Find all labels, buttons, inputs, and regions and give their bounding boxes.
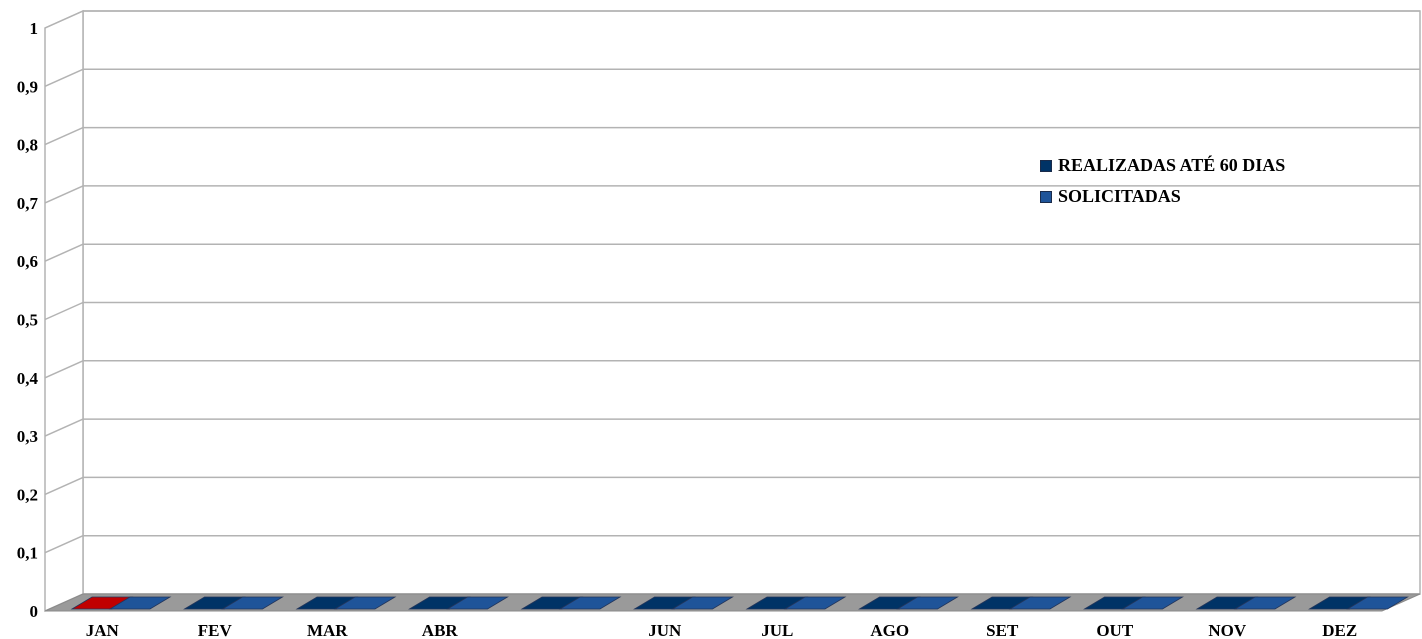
bar-solicitadas — [333, 596, 397, 610]
x-tick-label: FEV — [198, 621, 233, 639]
side-gridline — [44, 68, 84, 87]
gridlines — [44, 10, 1420, 612]
side-gridline — [44, 243, 84, 262]
y-tick-label: 1 — [30, 19, 39, 38]
y-tick-label: 0,4 — [17, 369, 39, 388]
y-tick-label: 0,5 — [17, 311, 38, 330]
legend-item-solicitadas: SOLICITADAS — [1040, 181, 1285, 212]
side-gridline — [44, 418, 84, 437]
bars — [70, 596, 1409, 610]
bar-solicitadas — [783, 596, 847, 610]
legend-label-solicitadas: SOLICITADAS — [1058, 186, 1181, 206]
y-tick-label: 0,8 — [17, 136, 38, 155]
x-tick-label: JUL — [761, 621, 793, 639]
y-tick-label: 0,7 — [17, 194, 39, 213]
bar-solicitadas — [446, 596, 509, 610]
bar-solicitadas — [221, 596, 284, 610]
bar-solicitadas — [108, 596, 172, 610]
bar-solicitadas — [1346, 596, 1409, 610]
bar-solicitadas — [558, 596, 622, 610]
y-tick-label: 0,3 — [17, 427, 38, 446]
legend-item-realizadas: REALIZADAS ATÉ 60 DIAS — [1040, 150, 1285, 181]
side-gridline — [44, 126, 84, 146]
x-tick-label: AGO — [870, 621, 909, 639]
bar-solicitadas — [671, 596, 734, 610]
x-tick-label: SET — [986, 621, 1019, 639]
side-gridline — [44, 10, 84, 29]
y-tick-label: 0,1 — [17, 544, 38, 563]
y-tick-label: 0,2 — [17, 485, 38, 504]
x-tick-label: DEZ — [1322, 621, 1357, 639]
bar-solicitadas — [896, 596, 959, 610]
bar-solicitadas — [1121, 596, 1184, 610]
side-gridline — [44, 476, 84, 496]
x-tick-label: JAN — [86, 621, 120, 639]
x-axis-tick-labels: JAN FEV MAR ABR JUN JUL AGO SET OUT NOV DEZ — [86, 621, 1358, 639]
x-tick-label: JUN — [648, 621, 682, 639]
legend-swatch-solicitadas — [1040, 190, 1052, 203]
x-tick-label: OUT — [1096, 621, 1134, 639]
side-gridline — [44, 185, 84, 204]
y-tick-label: 0 — [30, 602, 39, 621]
x-tick-label: ABR — [422, 621, 459, 639]
legend-label-realizadas: REALIZADAS ATÉ 60 DIAS — [1058, 155, 1286, 175]
bar-solicitadas — [1008, 596, 1072, 610]
legend: REALIZADAS ATÉ 60 DIAS SOLICITADAS — [1040, 150, 1285, 212]
chart-walls — [44, 9, 1421, 613]
side-gridline — [44, 301, 84, 321]
y-axis-tick-labels: 0 0,1 0,2 0,3 0,4 0,5 0,6 0,7 0,8 0,9 1 — [17, 19, 39, 621]
bar-solicitadas — [1233, 596, 1297, 610]
legend-swatch-realizadas — [1040, 159, 1052, 172]
x-tick-label: MAR — [307, 621, 348, 639]
side-gridline — [44, 535, 84, 554]
y-tick-label: 0,6 — [17, 252, 38, 271]
y-tick-label: 0,9 — [17, 77, 38, 96]
side-gridline — [44, 360, 84, 379]
x-tick-label: NOV — [1208, 621, 1247, 639]
